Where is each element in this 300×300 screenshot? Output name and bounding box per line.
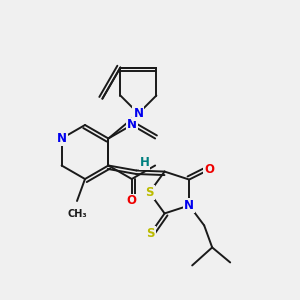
Text: N: N <box>57 132 67 145</box>
Text: CH₃: CH₃ <box>67 209 87 219</box>
Text: O: O <box>127 194 137 208</box>
Text: H: H <box>140 156 149 169</box>
Text: N: N <box>134 107 143 120</box>
Text: S: S <box>146 227 155 240</box>
Text: N: N <box>184 199 194 212</box>
Text: N: N <box>127 118 137 131</box>
Text: O: O <box>204 163 214 176</box>
Text: S: S <box>145 186 154 199</box>
